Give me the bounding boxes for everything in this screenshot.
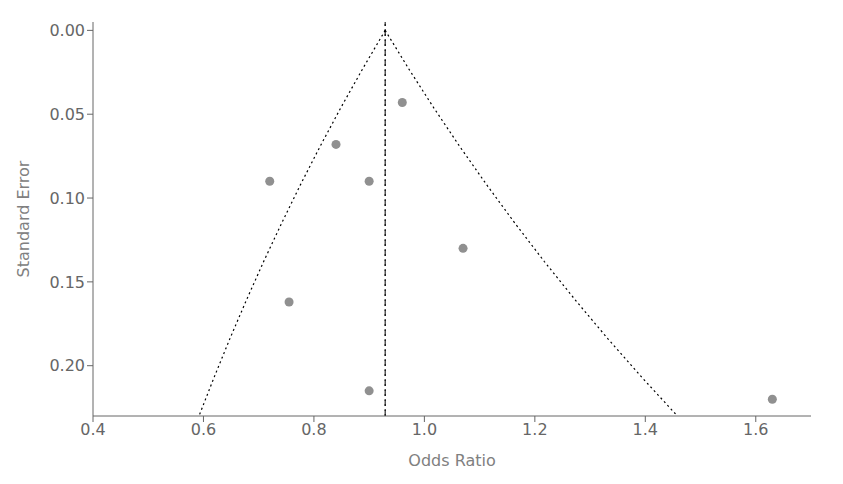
svg-text:0.4: 0.4 [80,420,105,439]
svg-text:0.6: 0.6 [191,420,216,439]
svg-text:1.0: 1.0 [412,420,437,439]
svg-text:Odds Ratio: Odds Ratio [408,451,495,470]
svg-text:0.05: 0.05 [49,105,85,124]
svg-text:1.6: 1.6 [743,420,768,439]
svg-text:1.4: 1.4 [633,420,658,439]
svg-text:1.2: 1.2 [522,420,547,439]
svg-text:0.10: 0.10 [49,189,85,208]
svg-text:0.20: 0.20 [49,356,85,375]
svg-text:Standard Error: Standard Error [14,160,33,277]
svg-text:0.15: 0.15 [49,273,85,292]
svg-text:0.8: 0.8 [301,420,326,439]
svg-text:0.00: 0.00 [49,21,85,40]
